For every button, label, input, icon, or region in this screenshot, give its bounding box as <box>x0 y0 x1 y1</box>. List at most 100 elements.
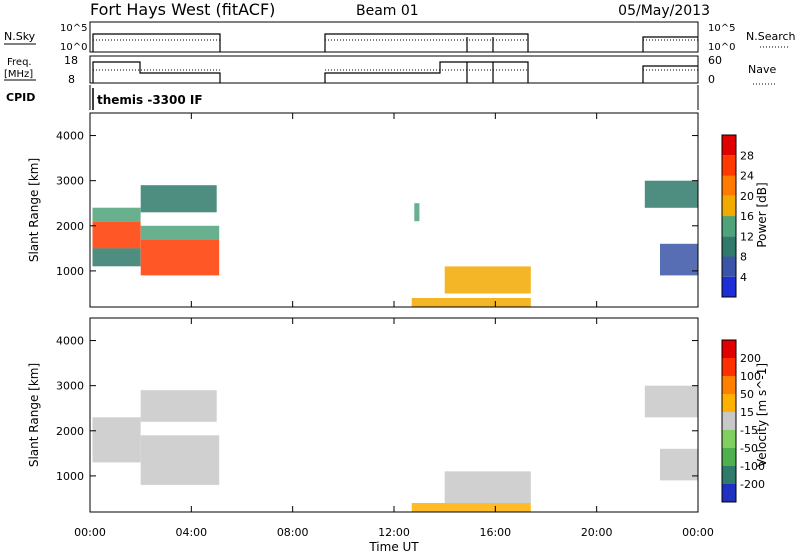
power-region <box>140 185 217 213</box>
velocity-colorbar-segment <box>722 430 736 448</box>
velocity-colorbar-tick: -15 <box>740 424 758 437</box>
velocity-colorbar-segment <box>722 394 736 412</box>
freq-tick-top: 18 <box>64 54 78 67</box>
power-region <box>644 180 698 208</box>
freq-label-2: [MHz] <box>4 69 33 80</box>
power-ytick-label: 3000 <box>56 175 84 188</box>
power-colorbar-segment <box>722 216 736 237</box>
velocity-colorbar-segment <box>722 484 736 502</box>
power-colorbar-tick: 8 <box>740 251 747 264</box>
velocity-colorbar-tick: 15 <box>740 406 754 419</box>
nave-tick-bottom: 0 <box>708 73 715 86</box>
power-ytick-label: 4000 <box>56 130 84 143</box>
power-region <box>92 248 141 267</box>
velocity-colorbar-tick: 50 <box>740 388 754 401</box>
velocity-region <box>444 471 531 503</box>
xtick-label: 12:00 <box>378 526 410 539</box>
power-colorbar-tick: 16 <box>740 210 754 223</box>
power-region <box>92 207 141 222</box>
velocity-ytick-label: 4000 <box>56 335 84 348</box>
power-colorbar-segment <box>722 276 736 298</box>
velocity-colorbar-tick: 100 <box>740 370 761 383</box>
power-region <box>140 225 220 240</box>
power-colorbar-segment <box>722 135 736 156</box>
nsearch-label: N.Search <box>746 30 796 43</box>
xtick-label: 04:00 <box>175 526 207 539</box>
nsky-trace <box>92 33 698 52</box>
power-colorbar-tick: 12 <box>740 230 754 243</box>
power-colorbar-segment <box>722 175 736 196</box>
power-colorbar-tick: 4 <box>740 271 747 284</box>
power-colorbar-segment <box>722 155 736 176</box>
velocity-ylabel: Slant Range [km] <box>27 363 41 467</box>
power-colorbar-tick: 28 <box>740 149 754 162</box>
velocity-colorbar-segment <box>722 466 736 484</box>
velocity-region <box>140 435 220 485</box>
velocity-heatmap <box>92 385 698 512</box>
velocity-region <box>140 390 217 422</box>
xtick-label: 00:00 <box>74 526 106 539</box>
velocity-colorbar-segment <box>722 340 736 358</box>
velocity-colorbar-label: Velocity [m s^-1] <box>755 363 769 467</box>
xtick-label: 00:00 <box>682 526 714 539</box>
date-title: 05/May/2013 <box>618 3 710 19</box>
cpid-label: CPID <box>6 91 35 104</box>
freq-trace <box>92 61 698 83</box>
nsearch-tick-bottom: 10^0 <box>708 42 735 53</box>
nsky-panel-frame <box>89 21 699 53</box>
nsky-label: N.Sky <box>4 30 36 43</box>
time-x-axis: 00:00 04:00 08:00 12:00 16:00 20:00 00:00 <box>74 113 714 539</box>
velocity-colorbar-segment <box>722 358 736 376</box>
velocity-colorbar-tick: 200 <box>740 352 761 365</box>
nave-label: Nave <box>748 63 776 76</box>
power-colorbar-tick: 20 <box>740 190 754 203</box>
velocity-colorbar-tick: -50 <box>740 442 758 455</box>
xtick-label: 08:00 <box>277 526 309 539</box>
velocity-colorbar-tick: -100 <box>740 460 765 473</box>
velocity-ytick-label: 3000 <box>56 380 84 393</box>
nsky-tick-top: 10^5 <box>60 23 87 34</box>
power-colorbar: 28 24 20 16 12 8 4 <box>721 134 754 298</box>
cpid-text: themis -3300 IF <box>97 93 203 107</box>
velocity-colorbar: 200 100 50 15 -15 -50 -100 -200 <box>721 339 765 503</box>
power-colorbar-tick: 24 <box>740 170 754 183</box>
power-region <box>92 221 141 249</box>
power-y-axis: 4000 3000 2000 1000 <box>56 130 698 278</box>
velocity-ytick-label: 2000 <box>56 425 84 438</box>
power-colorbar-segment <box>722 236 736 257</box>
power-region <box>411 298 531 307</box>
beam-title: Beam 01 <box>356 3 419 19</box>
xtick-label: 20:00 <box>581 526 613 539</box>
power-colorbar-segment <box>722 195 736 217</box>
velocity-colorbar-tick: -200 <box>740 478 765 491</box>
velocity-region <box>644 385 698 418</box>
velocity-region <box>660 448 698 481</box>
velocity-colorbar-segment <box>722 376 736 394</box>
power-region <box>660 243 698 276</box>
power-ytick-label: 2000 <box>56 220 84 233</box>
xtick-label: 16:00 <box>479 526 511 539</box>
power-region <box>444 266 531 294</box>
velocity-region <box>92 417 141 463</box>
freq-label-1: Freq. <box>7 57 32 68</box>
power-ylabel: Slant Range [km] <box>27 158 41 262</box>
velocity-y-axis: 4000 3000 2000 1000 <box>56 335 698 483</box>
power-colorbar-label: Power [dB] <box>755 182 769 247</box>
velocity-colorbar-frame <box>721 339 737 503</box>
freq-tick-bottom: 8 <box>68 73 75 86</box>
nave-tick-top: 60 <box>708 54 722 67</box>
nsky-tick-bottom: 10^0 <box>60 42 87 53</box>
nsearch-tick-top: 10^5 <box>708 23 735 34</box>
velocity-region <box>411 503 531 512</box>
velocity-colorbar-segment <box>722 448 736 466</box>
power-heatmap <box>92 180 698 307</box>
power-region <box>414 203 420 222</box>
time-xlabel: Time UT <box>368 540 419 554</box>
power-colorbar-frame <box>721 134 737 298</box>
power-region <box>140 239 220 276</box>
station-title: Fort Hays West (fitACF) <box>90 0 275 19</box>
velocity-colorbar-segment <box>722 412 736 430</box>
power-colorbar-segment <box>722 256 736 277</box>
velocity-ytick-label: 1000 <box>56 470 84 483</box>
